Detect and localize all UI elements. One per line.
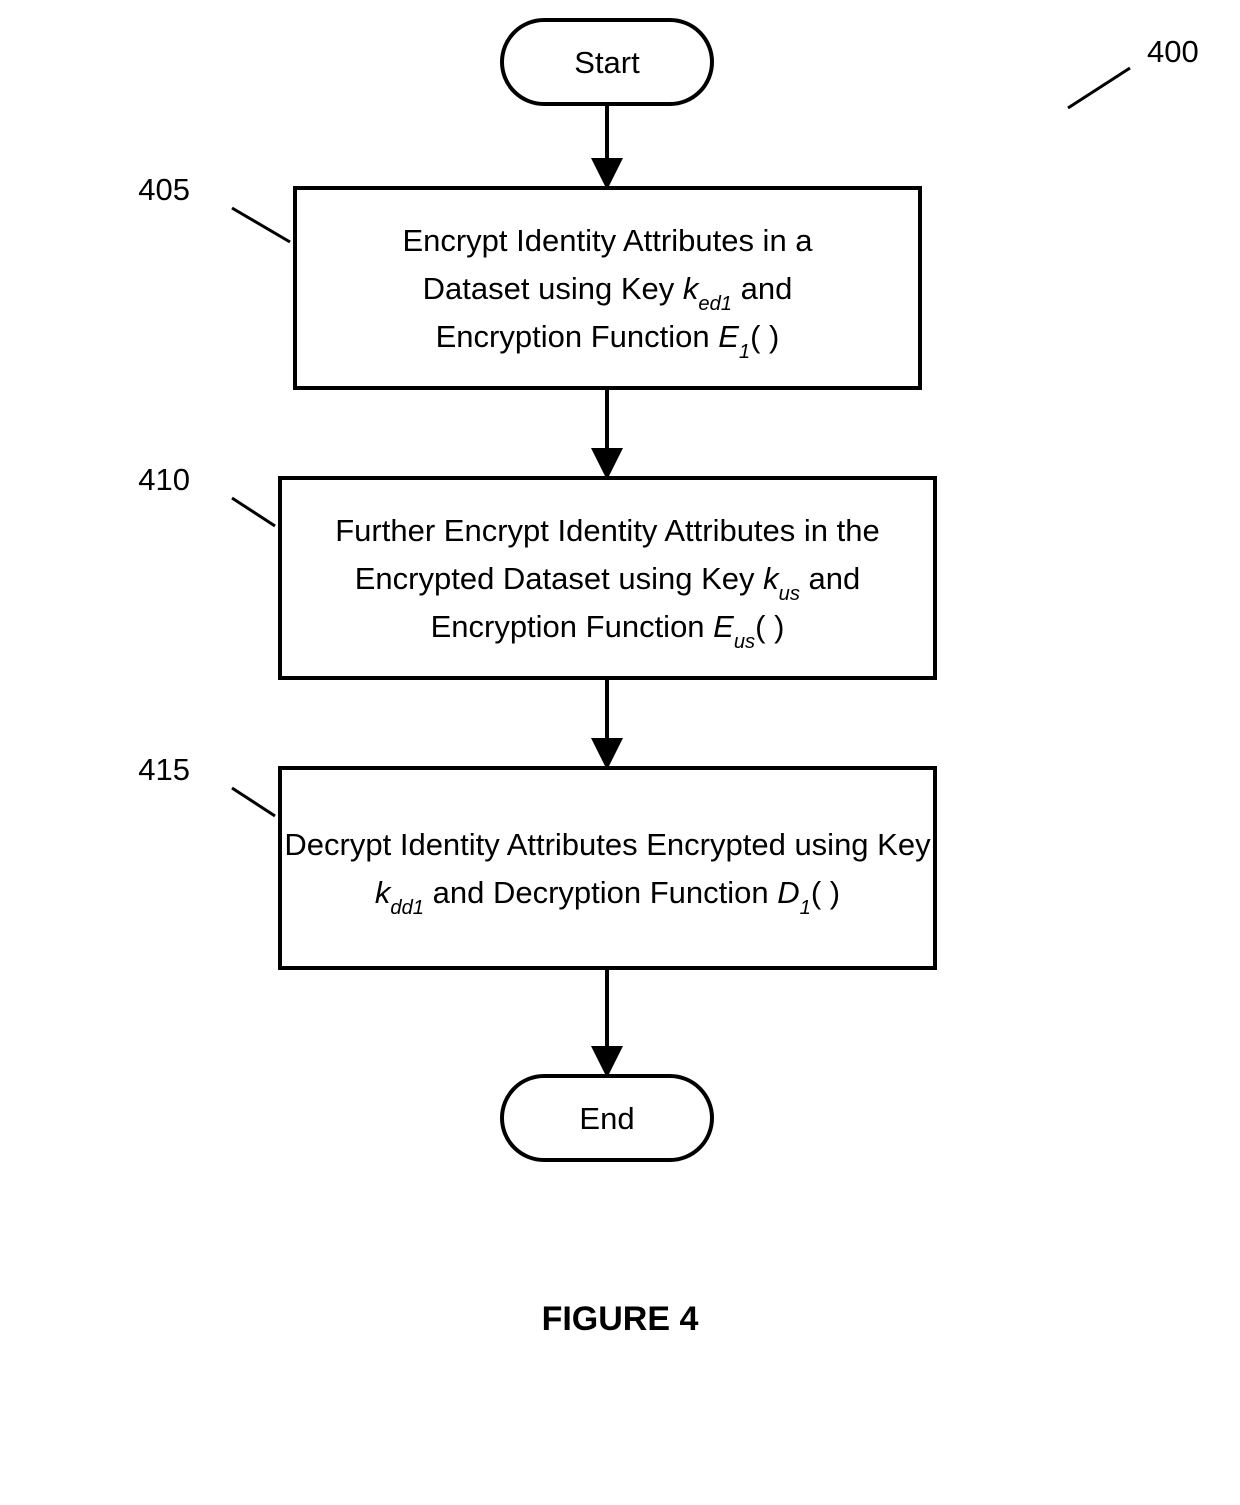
end-terminal: End <box>502 1076 712 1160</box>
start-label: Start <box>574 45 640 80</box>
step-text: Encrypt Identity Attributes in a <box>402 223 813 258</box>
step-410: Further Encrypt Identity Attributes in t… <box>138 462 935 678</box>
ref-number: 405 <box>138 172 190 207</box>
ref-number: 410 <box>138 462 190 497</box>
step-text: Decrypt Identity Attributes Encrypted us… <box>284 827 931 862</box>
step-415: Decrypt Identity Attributes Encrypted us… <box>138 752 935 968</box>
step-text: Encrypted Dataset using Key kus and <box>355 561 861 605</box>
ref-number: 400 <box>1147 34 1199 69</box>
step-405: Encrypt Identity Attributes in a Dataset … <box>138 172 920 388</box>
step-text: Further Encrypt Identity Attributes in t… <box>335 513 879 548</box>
step-text: kdd1 and Decryption Function D1( ) <box>375 875 840 919</box>
end-label: End <box>579 1101 634 1136</box>
ref-tick <box>1068 68 1130 108</box>
start-terminal: Start <box>502 20 712 104</box>
step-text: Dataset using Key ked1 and <box>423 271 793 315</box>
figure-title: FIGURE 4 <box>542 1300 699 1338</box>
step-text: Encryption Function Eus( ) <box>431 609 785 653</box>
ref-number: 415 <box>138 752 190 787</box>
step-text: Encryption Function E1( ) <box>436 319 780 363</box>
